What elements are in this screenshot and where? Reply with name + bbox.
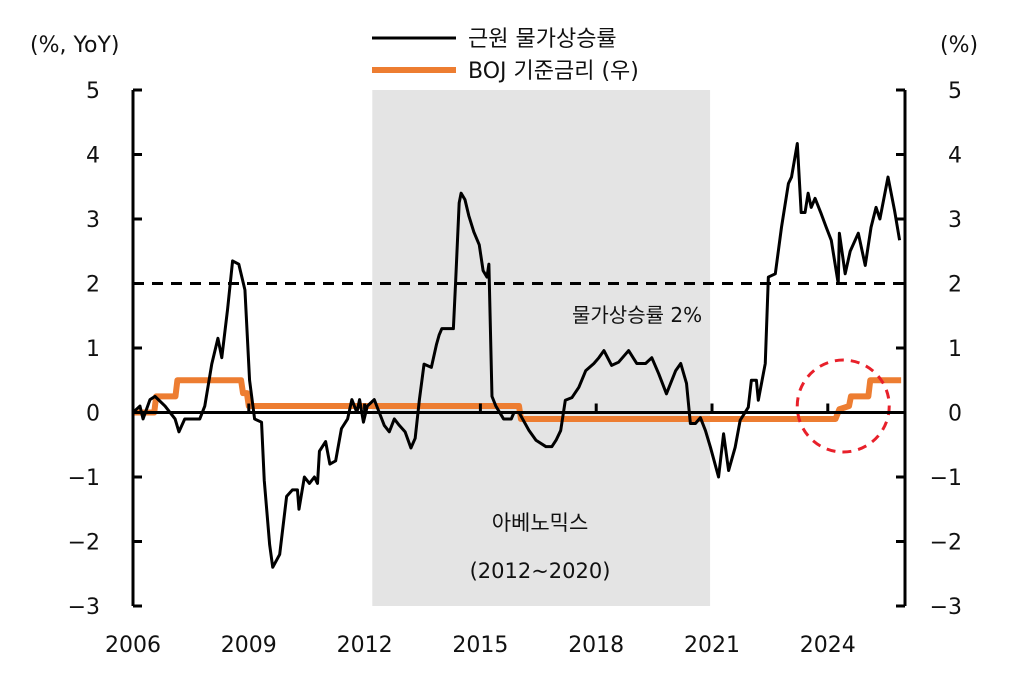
legend-core-label: 근원 물가상승률 bbox=[468, 27, 617, 52]
x-tick-label: 2015 bbox=[452, 633, 508, 658]
right-tick-label: −3 bbox=[930, 595, 962, 620]
right-tick-label: 1 bbox=[948, 337, 962, 362]
left-tick-label: −3 bbox=[68, 595, 100, 620]
core-inflation-line bbox=[131, 142, 902, 569]
shade-sublabel: (2012~2020) bbox=[470, 559, 611, 583]
x-tick-label: 2009 bbox=[221, 633, 277, 658]
right-tick-label: 3 bbox=[948, 208, 962, 233]
x-tick-label: 2024 bbox=[800, 633, 856, 658]
highlight-circle bbox=[795, 358, 891, 454]
left-tick-label: −2 bbox=[68, 531, 100, 556]
left-tick-label: 2 bbox=[86, 273, 100, 298]
x-tick-label: 2012 bbox=[337, 633, 393, 658]
right-tick-label: −2 bbox=[930, 531, 962, 556]
left-tick-label: −1 bbox=[68, 466, 100, 491]
right-tick-label: −1 bbox=[930, 466, 962, 491]
left-tick-label: 0 bbox=[86, 402, 100, 427]
abenomics-shade bbox=[372, 90, 711, 606]
boj-rate-line bbox=[133, 377, 902, 422]
legend-boj-label: BOJ 기준금리 (우) bbox=[468, 59, 639, 84]
right-tick-label: 4 bbox=[948, 144, 962, 169]
shade-label: 아베노믹스 bbox=[492, 511, 589, 535]
legend: 근원 물가상승률 BOJ 기준금리 (우) bbox=[372, 27, 639, 84]
right-tick-label: 2 bbox=[948, 273, 962, 298]
right-tick-label: 5 bbox=[948, 79, 962, 104]
x-tick-label: 2006 bbox=[105, 633, 161, 658]
right-axis-label: (%) bbox=[940, 33, 978, 58]
left-tick-label: 5 bbox=[86, 79, 100, 104]
x-tick-label: 2021 bbox=[684, 633, 740, 658]
left-tick-label: 3 bbox=[86, 208, 100, 233]
left-tick-label: 4 bbox=[86, 144, 100, 169]
left-tick-label: 1 bbox=[86, 337, 100, 362]
right-tick-label: 0 bbox=[948, 402, 962, 427]
x-tick-label: 2018 bbox=[568, 633, 624, 658]
left-axis-label: (%, YoY) bbox=[30, 33, 119, 58]
reference-line-label: 물가상승률 2% bbox=[572, 303, 702, 327]
